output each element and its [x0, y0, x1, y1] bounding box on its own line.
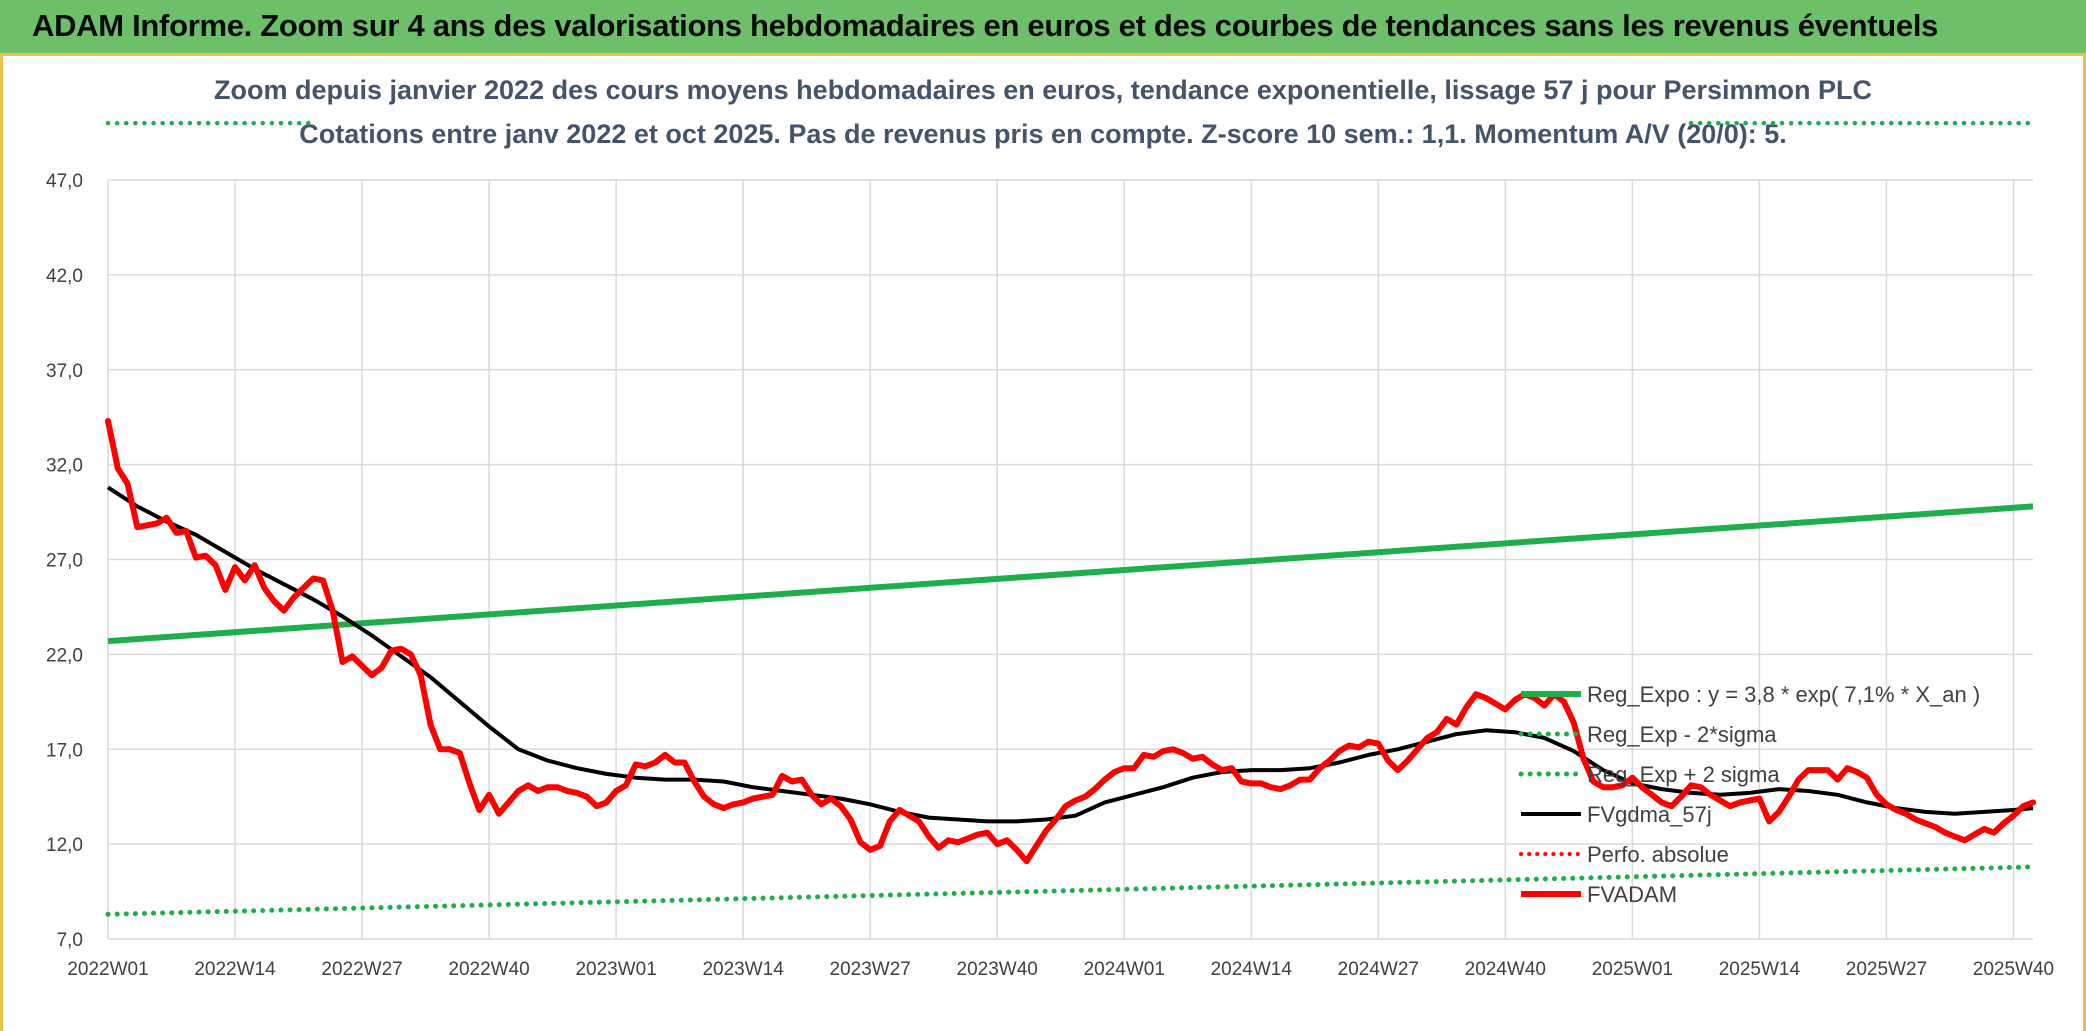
x-tick-label: 2024W01 [1084, 959, 1165, 980]
y-tick-label: 42,0 [46, 266, 83, 287]
x-tick-label: 2023W01 [575, 959, 656, 980]
line-chart: Zoom depuis janvier 2022 des cours moyen… [46, 75, 2054, 980]
y-tick-label: 12,0 [46, 835, 83, 856]
legend-label: Reg_Expo : y = 3,8 * exp( 7,1% * X_an ) [1587, 682, 1980, 707]
series-minus-2-sigma [105, 864, 2036, 917]
legend-label: Reg_Exp + 2 sigma [1587, 762, 1780, 787]
legend-entry-minus2: Reg_Exp - 2*sigma [1518, 722, 1777, 747]
legend-entry-fvadam: FVADAM [1521, 882, 1677, 907]
report-header: ADAM Informe. Zoom sur 4 ans des valoris… [0, 0, 2086, 56]
series [105, 120, 2036, 917]
x-tick-label: 2023W14 [702, 959, 784, 980]
chart-title-line2: Cotations entre janv 2022 et oct 2025. P… [299, 119, 1787, 149]
chart-frame: Zoom depuis janvier 2022 des cours moyen… [0, 56, 2086, 1031]
x-axis-ticks: 2022W01 2022W14 2022W27 2022W40 2023W01 2023W… [67, 959, 2054, 980]
legend-label: Reg_Exp - 2*sigma [1587, 722, 1777, 747]
chart-title-line1: Zoom depuis janvier 2022 des cours moyen… [214, 75, 1872, 105]
y-tick-label: 22,0 [46, 645, 83, 666]
x-tick-label: 2024W14 [1211, 959, 1293, 980]
y-tick-label: 37,0 [46, 361, 83, 382]
x-tick-label: 2022W40 [448, 959, 529, 980]
x-tick-label: 2022W14 [194, 959, 276, 980]
x-tick-label: 2023W27 [830, 959, 911, 980]
legend-label: FVgdma_57j [1587, 802, 1712, 827]
legend: Reg_Expo : y = 3,8 * exp( 7,1% * X_an ) R… [1518, 682, 1980, 907]
x-tick-label: 2025W14 [1719, 959, 1801, 980]
legend-label: Perfo. absolue [1587, 842, 1729, 867]
series-fvgdma [106, 485, 2034, 824]
y-tick-label: 27,0 [46, 551, 83, 572]
y-axis-ticks: 7,0 12,0 17,0 22,0 27,0 32,0 37,0 42,0 47,0 [46, 171, 83, 951]
y-tick-label: 17,0 [46, 740, 83, 761]
x-tick-label: 2025W27 [1846, 959, 1927, 980]
legend-entry-reg_expo: Reg_Expo : y = 3,8 * exp( 7,1% * X_an ) [1521, 682, 1980, 707]
x-tick-label: 2022W27 [321, 959, 402, 980]
grid [107, 179, 2033, 940]
x-tick-label: 2025W01 [1592, 959, 1673, 980]
series-fvadam [105, 418, 2036, 865]
legend-entry-plus2: Reg_Exp + 2 sigma [1518, 762, 1780, 787]
report-title: ADAM Informe. Zoom sur 4 ans des valoris… [32, 8, 1939, 43]
x-tick-label: 2023W40 [957, 959, 1038, 980]
x-tick-label: 2022W01 [67, 959, 148, 980]
legend-entry-perfo: Perfo. absolue [1519, 842, 1729, 867]
x-tick-label: 2024W27 [1338, 959, 1419, 980]
legend-label: FVADAM [1587, 882, 1677, 907]
x-tick-label: 2025W40 [1973, 959, 2054, 980]
y-tick-label: 32,0 [46, 456, 83, 477]
y-tick-label: 47,0 [46, 171, 83, 192]
series-reg-expo [107, 503, 2034, 645]
x-tick-label: 2024W40 [1465, 959, 1546, 980]
legend-entry-fvgdma: FVgdma_57j [1521, 802, 1712, 827]
y-tick-label: 7,0 [57, 930, 83, 951]
